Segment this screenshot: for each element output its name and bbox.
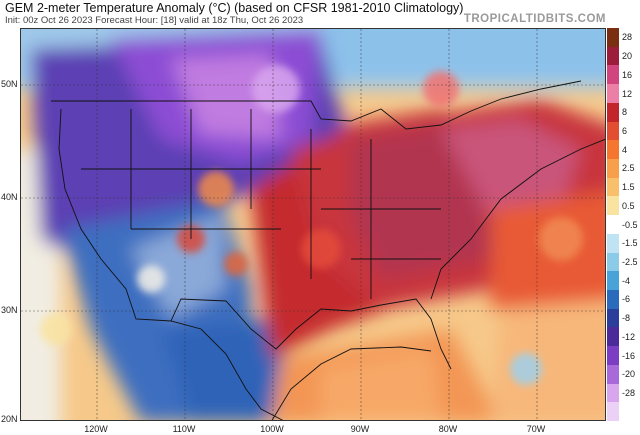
lon-label: 90W xyxy=(350,424,370,434)
colorbar-swatch xyxy=(607,46,619,66)
lon-label: 80W xyxy=(438,424,458,434)
header: GEM 2-meter Temperature Anomaly (°C) (ba… xyxy=(0,0,640,28)
map-subtitle: Init: 00z Oct 26 2023 Forecast Hour: [18… xyxy=(5,15,304,26)
lon-label: 110W xyxy=(172,424,196,434)
colorbar-label: -12 xyxy=(622,331,636,342)
colorbar-swatch xyxy=(607,290,619,310)
colorbar-swatch xyxy=(607,402,619,422)
colorbar-swatch xyxy=(607,121,619,141)
borders xyxy=(51,80,605,420)
colorbar-label: 1.5 xyxy=(622,182,635,193)
colorbar-swatch xyxy=(607,102,619,123)
colorbar-swatch xyxy=(607,364,619,385)
colorbar-label: 4 xyxy=(622,144,628,155)
colorbar-label: -6 xyxy=(622,294,631,305)
anomaly-map[interactable] xyxy=(20,28,606,421)
colorbar-label: -28 xyxy=(622,387,636,398)
lat-label: 30N xyxy=(1,305,18,315)
colorbar-swatch xyxy=(607,308,619,328)
colorbar-label: 6 xyxy=(622,125,628,136)
colorbar-label: 2.5 xyxy=(622,163,635,174)
colorbar-label: -2.5 xyxy=(622,256,638,267)
colorbar-label: -20 xyxy=(622,369,636,380)
brand-watermark: TROPICALTIDBITS.COM xyxy=(463,13,606,25)
colorbar-label: 20 xyxy=(622,51,633,62)
colorbar-swatch xyxy=(607,84,619,104)
colorbar-label: -8 xyxy=(622,313,631,324)
colorbar-label: 8 xyxy=(622,107,628,118)
colorbar-swatch xyxy=(607,159,619,179)
colorbar-label: -16 xyxy=(622,350,636,361)
lon-label: 70W xyxy=(526,424,546,434)
lon-label: 120W xyxy=(84,424,108,434)
graticule xyxy=(21,29,605,420)
colorbar-swatch xyxy=(607,177,619,197)
lat-label: 20N xyxy=(1,414,18,424)
colorbar-swatch xyxy=(607,140,619,160)
colorbar-label: 28 xyxy=(622,32,633,43)
colorbar-label: -0.5 xyxy=(622,219,638,230)
colorbar-label: 16 xyxy=(622,69,633,80)
colorbar-swatch xyxy=(607,28,619,48)
colorbar-swatch xyxy=(607,252,619,272)
colorbar-swatch xyxy=(607,346,619,366)
colorbar-swatch xyxy=(607,65,619,85)
anomaly-detail xyxy=(40,65,583,385)
map-graphic xyxy=(21,29,605,420)
colorbar-swatch xyxy=(607,196,619,216)
colorbar-label: 0.5 xyxy=(622,200,635,211)
lat-label: 50N xyxy=(1,79,18,89)
colorbar-label: -1.5 xyxy=(622,238,638,249)
colorbar-label: 12 xyxy=(622,88,633,99)
colorbar-swatch xyxy=(607,233,619,254)
colorbar-label: -4 xyxy=(622,275,631,286)
colorbar: 28 20 16 12 8 6 4 2.5 1.5 0.5 -0.5 -1.5 -2.5 -4 -6 -8 -1… xyxy=(607,28,640,422)
colorbar-swatch xyxy=(607,327,619,347)
colorbar-swatch xyxy=(607,215,619,235)
lon-label: 100W xyxy=(260,424,284,434)
colorbar-swatch xyxy=(607,271,619,291)
colorbar-swatch xyxy=(607,383,619,403)
lat-label: 40N xyxy=(1,192,18,202)
map-title: GEM 2-meter Temperature Anomaly (°C) (ba… xyxy=(5,1,464,15)
